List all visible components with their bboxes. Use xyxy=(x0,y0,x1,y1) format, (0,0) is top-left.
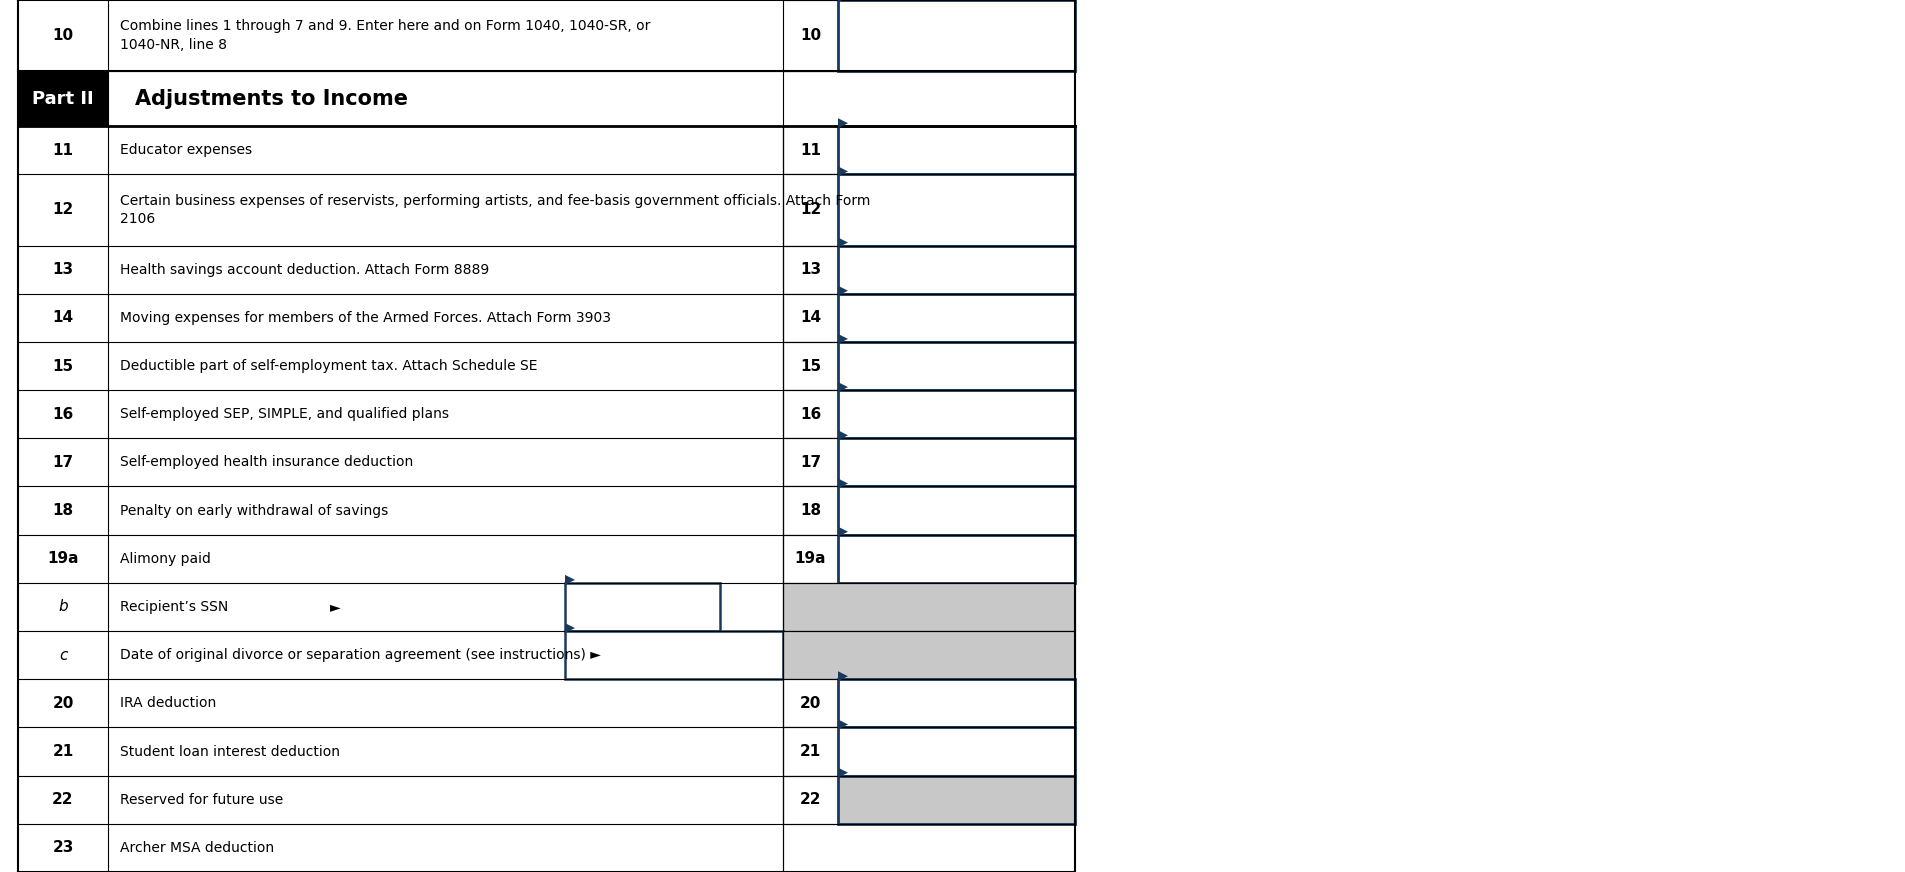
Bar xyxy=(838,727,1074,775)
Bar xyxy=(783,487,838,535)
Text: 20: 20 xyxy=(800,696,821,711)
Text: Recipient’s SSN: Recipient’s SSN xyxy=(120,600,229,614)
Polygon shape xyxy=(838,167,848,176)
Text: IRA deduction: IRA deduction xyxy=(120,697,215,711)
Text: Educator expenses: Educator expenses xyxy=(120,143,251,157)
Bar xyxy=(838,0,1074,72)
Bar xyxy=(838,174,1074,246)
Text: 13: 13 xyxy=(800,262,821,277)
Text: 10: 10 xyxy=(53,28,74,43)
Text: 21: 21 xyxy=(51,744,74,759)
Text: ►: ► xyxy=(330,600,341,614)
Bar xyxy=(564,631,783,679)
Bar xyxy=(783,679,838,727)
Polygon shape xyxy=(838,671,848,681)
Polygon shape xyxy=(838,237,848,248)
Text: 12: 12 xyxy=(800,202,821,217)
Text: 16: 16 xyxy=(51,406,74,422)
Text: 18: 18 xyxy=(53,503,74,518)
Text: Alimony paid: Alimony paid xyxy=(120,552,211,566)
Text: 13: 13 xyxy=(53,262,74,277)
Text: 14: 14 xyxy=(53,310,74,325)
Bar xyxy=(783,582,1074,631)
Bar xyxy=(838,679,1074,727)
Bar xyxy=(783,727,838,775)
Text: Student loan interest deduction: Student loan interest deduction xyxy=(120,745,339,759)
Text: Self-employed health insurance deduction: Self-employed health insurance deduction xyxy=(120,455,413,469)
Text: 10: 10 xyxy=(800,28,821,43)
Polygon shape xyxy=(838,479,848,488)
Polygon shape xyxy=(564,623,575,633)
Text: 22: 22 xyxy=(800,793,821,807)
Polygon shape xyxy=(838,430,848,440)
Bar xyxy=(783,535,838,582)
Text: 14: 14 xyxy=(800,310,821,325)
Text: Combine lines 1 through 7 and 9. Enter here and on Form 1040, 1040-SR, or
1040-N: Combine lines 1 through 7 and 9. Enter h… xyxy=(120,19,650,51)
Bar xyxy=(783,0,838,72)
Bar xyxy=(783,246,838,294)
Bar xyxy=(838,390,1074,439)
Polygon shape xyxy=(838,719,848,730)
Bar xyxy=(783,126,838,174)
Bar xyxy=(838,294,1074,342)
Text: Deductible part of self-employment tax. Attach Schedule SE: Deductible part of self-employment tax. … xyxy=(120,359,537,373)
Bar xyxy=(783,294,838,342)
Polygon shape xyxy=(838,334,848,344)
Bar xyxy=(783,439,838,487)
Bar xyxy=(838,535,1074,582)
Text: 20: 20 xyxy=(51,696,74,711)
Text: 16: 16 xyxy=(800,406,821,422)
Text: 11: 11 xyxy=(53,143,74,158)
Polygon shape xyxy=(838,527,848,536)
Bar xyxy=(838,439,1074,487)
Text: c: c xyxy=(59,648,67,663)
Text: 18: 18 xyxy=(800,503,821,518)
Text: Adjustments to Income: Adjustments to Income xyxy=(135,89,408,109)
Text: Moving expenses for members of the Armed Forces. Attach Form 3903: Moving expenses for members of the Armed… xyxy=(120,310,612,325)
Text: 17: 17 xyxy=(800,455,821,470)
Text: 19a: 19a xyxy=(794,551,825,566)
Polygon shape xyxy=(838,119,848,128)
Bar xyxy=(838,487,1074,535)
Bar xyxy=(838,775,1074,824)
Bar xyxy=(783,390,838,439)
Polygon shape xyxy=(838,0,848,2)
Bar xyxy=(783,631,1074,679)
Bar xyxy=(783,775,838,824)
Text: 15: 15 xyxy=(53,358,74,373)
Text: 19a: 19a xyxy=(48,551,78,566)
Text: b: b xyxy=(59,599,69,615)
Text: 11: 11 xyxy=(800,143,821,158)
Bar xyxy=(17,72,109,126)
Polygon shape xyxy=(838,286,848,296)
Text: Penalty on early withdrawal of savings: Penalty on early withdrawal of savings xyxy=(120,503,389,518)
Bar xyxy=(838,342,1074,390)
Text: 12: 12 xyxy=(51,202,74,217)
Polygon shape xyxy=(838,767,848,778)
Bar xyxy=(838,246,1074,294)
Bar xyxy=(783,342,838,390)
Text: 15: 15 xyxy=(800,358,821,373)
Text: Health savings account deduction. Attach Form 8889: Health savings account deduction. Attach… xyxy=(120,262,490,276)
Text: 21: 21 xyxy=(800,744,821,759)
Bar xyxy=(564,582,720,631)
Text: Archer MSA deduction: Archer MSA deduction xyxy=(120,841,274,855)
Bar xyxy=(783,174,838,246)
Text: 22: 22 xyxy=(51,793,74,807)
Polygon shape xyxy=(564,575,575,585)
Text: Self-employed SEP, SIMPLE, and qualified plans: Self-employed SEP, SIMPLE, and qualified… xyxy=(120,407,450,421)
Text: 17: 17 xyxy=(53,455,74,470)
Text: Certain business expenses of reservists, performing artists, and fee-basis gover: Certain business expenses of reservists,… xyxy=(120,194,871,226)
Text: Reserved for future use: Reserved for future use xyxy=(120,793,284,807)
Polygon shape xyxy=(838,382,848,392)
Bar xyxy=(838,126,1074,174)
Text: 23: 23 xyxy=(51,841,74,855)
Text: Part II: Part II xyxy=(32,90,93,107)
Text: Date of original divorce or separation agreement (see instructions) ►: Date of original divorce or separation a… xyxy=(120,648,600,662)
